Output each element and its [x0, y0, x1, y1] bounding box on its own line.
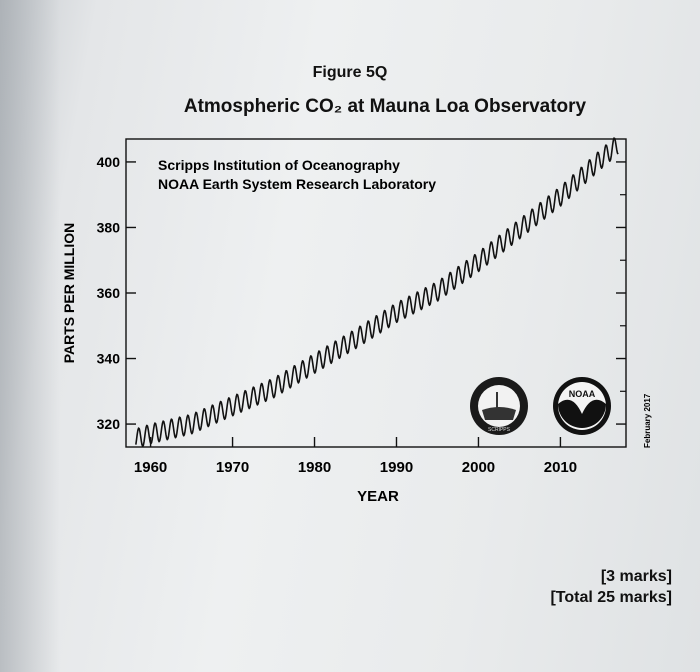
y-tick-label: 380: [97, 219, 121, 235]
y-axis-label: PARTS PER MILLION: [61, 223, 77, 364]
y-tick-label: 320: [97, 416, 121, 432]
co2-chart: 320 340 360 380 400 PARTS PER MILLION 1960 197…: [61, 137, 652, 505]
annotation-noaa: NOAA Earth System Research Laboratory: [158, 176, 436, 192]
x-tick-label: 2000: [462, 459, 495, 476]
x-tick-label: 1980: [298, 459, 331, 476]
noaa-logo-text: NOAA: [569, 389, 596, 399]
logos: SCRIPPS NOAA: [470, 377, 611, 435]
chart-title-text: Atmospheric CO₂ at Mauna Loa Observatory: [183, 96, 587, 117]
x-tick-label: 2010: [544, 459, 577, 476]
date-stamp: February 2017: [643, 393, 652, 448]
scripps-logo-inner: [478, 385, 520, 427]
scripps-logo-text: SCRIPPS: [488, 427, 511, 433]
page-shadow: [0, 0, 60, 672]
x-tick-label: 1960: [134, 459, 167, 476]
x-tick-label: 1970: [216, 459, 249, 476]
y-axis: 320 340 360 380 400 PARTS PER MILLION: [61, 154, 626, 432]
annotations: Scripps Institution of Oceanography NOAA …: [158, 157, 652, 448]
noaa-logo-gull: [558, 399, 606, 428]
co2-series: [135, 137, 619, 448]
y-tick-label: 340: [97, 351, 121, 367]
figure-label: Figure 5Q: [312, 64, 388, 81]
y-tick-label: 360: [97, 285, 121, 301]
x-axis: 1960 1970 1980 1990 2000 2010 YEAR: [134, 437, 577, 505]
total-marks: [Total 25 marks]: [550, 589, 672, 606]
x-axis-label: YEAR: [357, 488, 399, 505]
x-tick-label: 1990: [380, 459, 413, 476]
y-tick-label: 400: [97, 154, 121, 170]
scripps-logo-ship: [482, 407, 516, 420]
question-marks: [3 marks]: [600, 568, 672, 585]
co2-line: [135, 137, 619, 448]
annotation-scripps: Scripps Institution of Oceanography: [158, 157, 400, 173]
marks-box: [3 marks] [Total 25 marks]: [550, 566, 672, 608]
chart-title: Atmospheric CO₂ at Mauna Loa Observatory: [120, 96, 650, 118]
